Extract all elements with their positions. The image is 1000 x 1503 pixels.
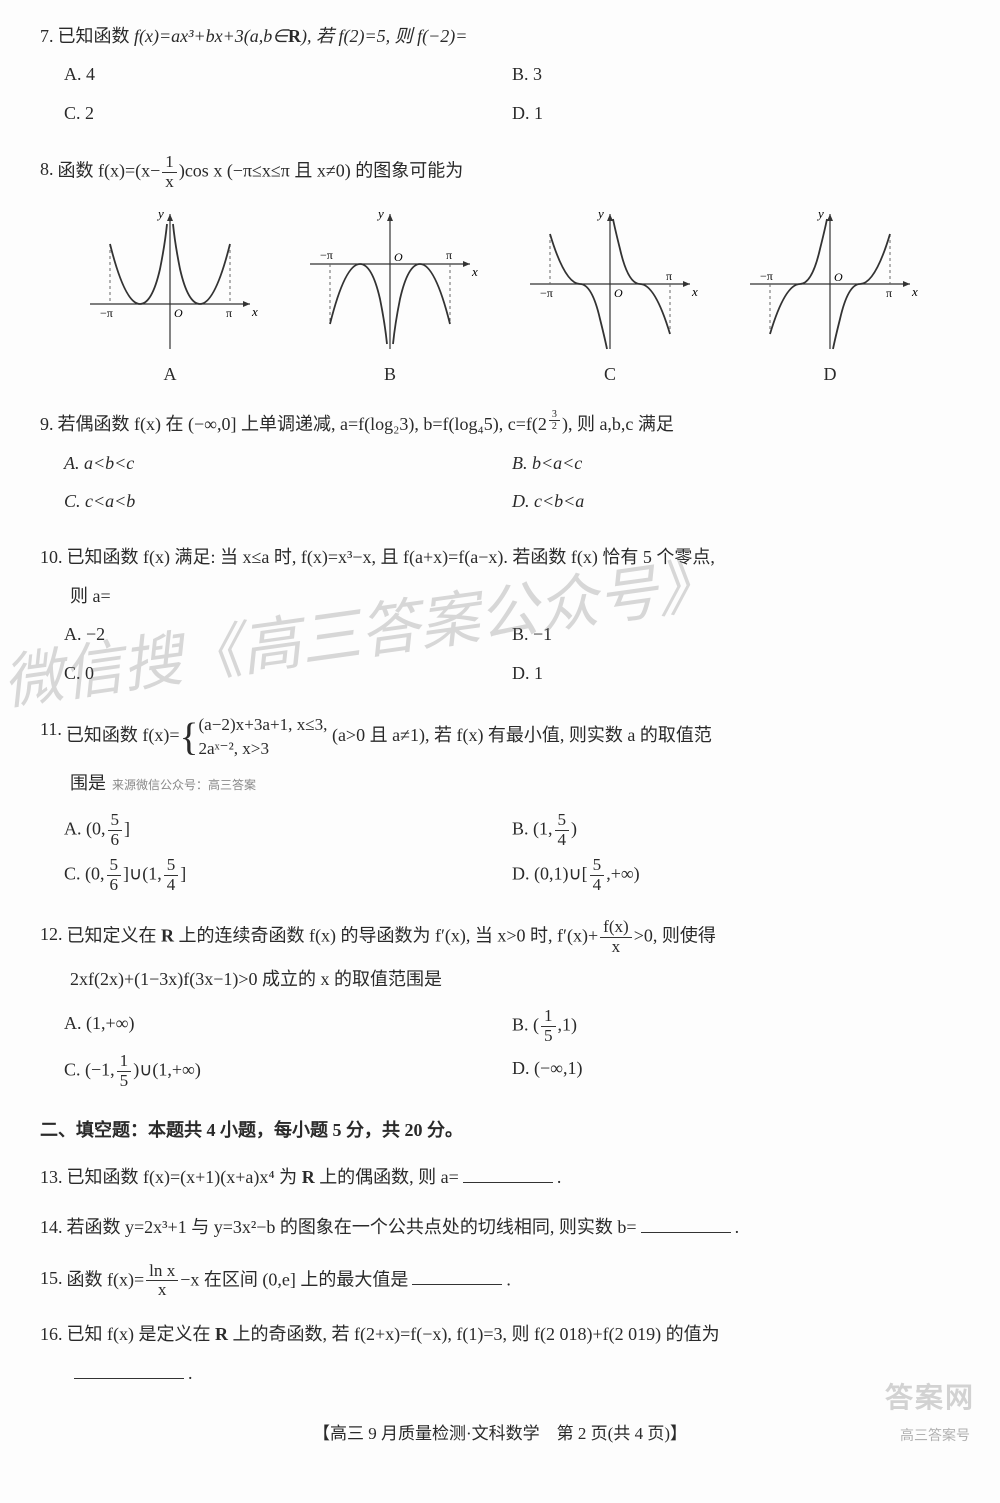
q12-opt-b: B. (15,1) (512, 1007, 960, 1046)
q16-blank (74, 1361, 184, 1379)
section-2-header: 二、填空题：本题共 4 小题，每小题 5 分，共 20 分。 (40, 1114, 960, 1146)
q13-num: 13. (40, 1161, 63, 1193)
question-7: 7. 已知函数 f(x)=ax³+bx+3(a,b∈R), 若 f(2)=5, … (40, 20, 960, 135)
q11-options: A. (0,56] B. (1,54) C. (0,56]∪(1,54] D. … (40, 811, 960, 900)
frac-1-x: 1x (162, 153, 177, 192)
question-13: 13. 已知函数 f(x)=(x+1)(x+a)x⁴ 为 R 上的偶函数, 则 … (40, 1161, 960, 1193)
q9-num: 9. (40, 408, 54, 440)
svg-text:x: x (251, 304, 258, 319)
svg-text:y: y (816, 206, 824, 221)
q12-options: A. (1,+∞) B. (15,1) C. (−1,15)∪(1,+∞) D.… (40, 1007, 960, 1096)
q14-blank (641, 1215, 731, 1233)
q9-opt-d: D. c<b<a (512, 485, 960, 517)
q10-line2: 则 a= (40, 580, 960, 612)
svg-text:y: y (156, 206, 164, 221)
q7-options: A. 4 B. 3 C. 2 D. 1 (40, 58, 960, 135)
q7-opt-c: C. 2 (64, 97, 512, 129)
svg-text:−π: −π (100, 306, 113, 320)
q8-graph-d: x y O −π π D (740, 204, 920, 390)
q7-num: 7. (40, 20, 54, 52)
q10-options: A. −2 B. −1 C. 0 D. 1 (40, 618, 960, 695)
svg-text:O: O (174, 306, 183, 320)
q7-opt-a: A. 4 (64, 58, 512, 90)
q16-num: 16. (40, 1318, 63, 1350)
q11-opt-a: A. (0,56] (64, 811, 512, 850)
q10-opt-d: D. 1 (512, 657, 960, 689)
q11-opt-c: C. (0,56]∪(1,54] (64, 856, 512, 895)
svg-text:O: O (614, 286, 623, 300)
q8-graphs: x y O −π π A x y O (40, 204, 960, 390)
q9-opt-c: C. c<a<b (64, 485, 512, 517)
q12-line2: 2xf(2x)+(1−3x)f(3x−1)>0 成立的 x 的取值范围是 (40, 963, 960, 995)
q11-piecewise: (a−2)x+3a+1, x≤3,2aˣ⁻², x>3 (198, 713, 327, 761)
q16-text: 已知 f(x) 是定义在 R 上的奇函数, 若 f(2+x)=f(−x), f(… (67, 1318, 961, 1350)
svg-text:−π: −π (760, 269, 773, 283)
q10-text: 已知函数 f(x) 满足: 当 x≤a 时, f(x)=x³−x, 且 f(a+… (67, 541, 961, 573)
q8-graph-c-label: C (604, 358, 616, 390)
q9-text: 若偶函数 f(x) 在 (−∞,0] 上单调递减, a=f(log₂3), b=… (58, 408, 961, 440)
svg-text:−π: −π (320, 248, 333, 262)
q7-opt-d: D. 1 (512, 97, 960, 129)
q8-graph-a: x y O −π π A (80, 204, 260, 390)
svg-text:x: x (471, 264, 478, 279)
svg-text:y: y (376, 206, 384, 221)
q10-opt-c: C. 0 (64, 657, 512, 689)
question-11: 11. 已知函数 f(x)={(a−2)x+3a+1, x≤3,2aˣ⁻², x… (40, 713, 960, 900)
svg-text:x: x (691, 284, 698, 299)
q16-blank-line: . (40, 1357, 960, 1389)
q10-opt-a: A. −2 (64, 618, 512, 650)
q12-opt-a: A. (1,+∞) (64, 1007, 512, 1046)
question-9: 9. 若偶函数 f(x) 在 (−∞,0] 上单调递减, a=f(log₂3),… (40, 408, 960, 523)
q12-text: 已知定义在 R 上的连续奇函数 f(x) 的导函数为 f′(x), 当 x>0 … (67, 918, 961, 957)
q15-text: 函数 f(x)=ln xx−x 在区间 (0,e] 上的最大值是. (67, 1262, 961, 1301)
frac-fx-x: f(x)x (600, 918, 632, 957)
q15-num: 15. (40, 1262, 63, 1294)
q11-opt-b: B. (1,54) (512, 811, 960, 850)
question-15: 15. 函数 f(x)=ln xx−x 在区间 (0,e] 上的最大值是. (40, 1262, 960, 1301)
q12-num: 12. (40, 918, 63, 950)
q8-graph-b: x y O −π π B (300, 204, 480, 390)
q8-graph-c: x y O −π π C (520, 204, 700, 390)
q9-opt-b: B. b<a<c (512, 447, 960, 479)
q8-graph-b-label: B (384, 358, 396, 390)
q7-text: 已知函数 f(x)=ax³+bx+3(a,b∈R), 若 f(2)=5, 则 f… (58, 20, 961, 52)
q7-opt-b: B. 3 (512, 58, 960, 90)
q11-line2: 围是来源微信公众号：高三答案 (40, 767, 960, 799)
question-14: 14. 若函数 y=2x³+1 与 y=3x²−b 的图象在一个公共点处的切线相… (40, 1211, 960, 1243)
q9-options: A. a<b<c B. b<a<c C. c<a<b D. c<b<a (40, 447, 960, 524)
q8-graph-a-label: A (164, 358, 177, 390)
q11-text: 已知函数 f(x)={(a−2)x+3a+1, x≤3,2aˣ⁻², x>3 (… (66, 713, 960, 761)
question-12: 12. 已知定义在 R 上的连续奇函数 f(x) 的导函数为 f′(x), 当 … (40, 918, 960, 1096)
q15-blank (412, 1267, 502, 1285)
q8-num: 8. (40, 153, 54, 185)
svg-text:−π: −π (540, 286, 553, 300)
question-8: 8. 函数 f(x)=(x−1x)cos x (−π≤x≤π 且 x≠0) 的图… (40, 153, 960, 390)
svg-text:O: O (834, 270, 843, 284)
svg-text:y: y (596, 206, 604, 221)
q10-num: 10. (40, 541, 63, 573)
svg-text:x: x (911, 284, 918, 299)
q9-opt-a: A. a<b<c (64, 447, 512, 479)
page-footer: 【高三 9 月质量检测·文科数学 第 2 页(共 4 页)】 (40, 1419, 960, 1450)
q11-opt-d: D. (0,1)∪[54,+∞) (512, 856, 960, 895)
svg-text:O: O (394, 250, 403, 264)
q13-text: 已知函数 f(x)=(x+1)(x+a)x⁴ 为 R 上的偶函数, 则 a=. (67, 1161, 961, 1193)
q12-opt-c: C. (−1,15)∪(1,+∞) (64, 1052, 512, 1091)
q14-num: 14. (40, 1211, 63, 1243)
question-16: 16. 已知 f(x) 是定义在 R 上的奇函数, 若 f(2+x)=f(−x)… (40, 1318, 960, 1389)
q11-source-note: 来源微信公众号：高三答案 (112, 778, 256, 792)
q11-num: 11. (40, 713, 62, 745)
q14-text: 若函数 y=2x³+1 与 y=3x²−b 的图象在一个公共点处的切线相同, 则… (67, 1211, 961, 1243)
q13-blank (463, 1165, 553, 1183)
q8-text: 函数 f(x)=(x−1x)cos x (−π≤x≤π 且 x≠0) 的图象可能… (58, 153, 961, 192)
question-10: 10. 已知函数 f(x) 满足: 当 x≤a 时, f(x)=x³−x, 且 … (40, 541, 960, 695)
svg-text:π: π (446, 248, 452, 262)
q10-opt-b: B. −1 (512, 618, 960, 650)
frac-lnx-x: ln xx (146, 1262, 178, 1301)
q12-opt-d: D. (−∞,1) (512, 1052, 960, 1091)
q8-graph-d-label: D (824, 358, 837, 390)
svg-text:π: π (666, 269, 672, 283)
svg-text:π: π (226, 306, 232, 320)
svg-text:π: π (886, 286, 892, 300)
